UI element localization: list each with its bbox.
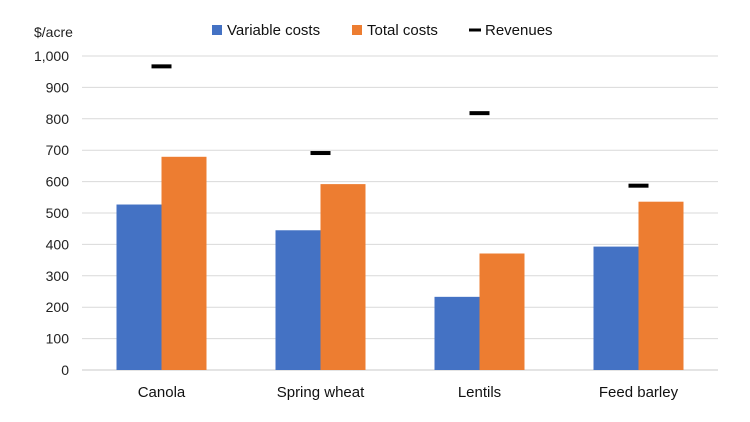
- y-tick-label: 1,000: [34, 48, 69, 64]
- legend-item-total-costs: Total costs: [352, 22, 438, 39]
- y-tick-label: 100: [46, 331, 70, 347]
- x-category-label: Canola: [138, 384, 186, 401]
- y-tick-label: 0: [61, 362, 69, 378]
- legend-item-revenues: Revenues: [469, 22, 553, 39]
- legend-item-variable-costs: Variable costs: [212, 22, 320, 39]
- bar-total-costs-spring-wheat: [320, 184, 366, 370]
- marker-revenues-feed-barley: [628, 183, 649, 188]
- x-category-label: Feed barley: [599, 384, 679, 401]
- legend-swatch: [212, 25, 222, 35]
- bar-variable-costs-canola: [116, 204, 162, 370]
- legend-label: Revenues: [485, 22, 553, 39]
- legend-label: Total costs: [367, 22, 438, 39]
- y-tick-label: 900: [46, 79, 70, 95]
- x-category-label: Lentils: [458, 384, 501, 401]
- bar-variable-costs-lentils: [434, 296, 480, 370]
- y-axis-ticks: 0 100 200 300 400 500 600 700 800 900 1,000: [34, 48, 69, 378]
- y-tick-label: 200: [46, 299, 70, 315]
- legend-swatch: [469, 28, 481, 32]
- y-tick-label: 500: [46, 205, 70, 221]
- legend-swatch: [352, 25, 362, 35]
- bar-total-costs-canola: [161, 156, 207, 370]
- bar-variable-costs-spring-wheat: [275, 230, 321, 370]
- bars: [116, 156, 684, 370]
- y-tick-label: 800: [46, 111, 70, 127]
- bar-total-costs-lentils: [479, 253, 525, 370]
- y-axis-unit-label: $/acre: [34, 24, 73, 40]
- y-tick-label: 600: [46, 174, 70, 190]
- legend: Variable costs Total costs Revenues: [212, 22, 553, 39]
- bar-variable-costs-feed-barley: [593, 246, 639, 370]
- marker-revenues-lentils: [469, 111, 490, 116]
- x-axis-labels: Canola Spring wheat Lentils Feed barley: [138, 384, 679, 401]
- x-category-label: Spring wheat: [277, 384, 365, 401]
- marker-revenues-canola: [151, 64, 172, 69]
- y-tick-label: 300: [46, 268, 70, 284]
- revenue-markers: [151, 64, 649, 188]
- marker-revenues-spring-wheat: [310, 151, 331, 156]
- legend-label: Variable costs: [227, 22, 320, 39]
- y-tick-label: 700: [46, 142, 70, 158]
- bar-total-costs-feed-barley: [638, 201, 684, 370]
- y-tick-label: 400: [46, 236, 70, 252]
